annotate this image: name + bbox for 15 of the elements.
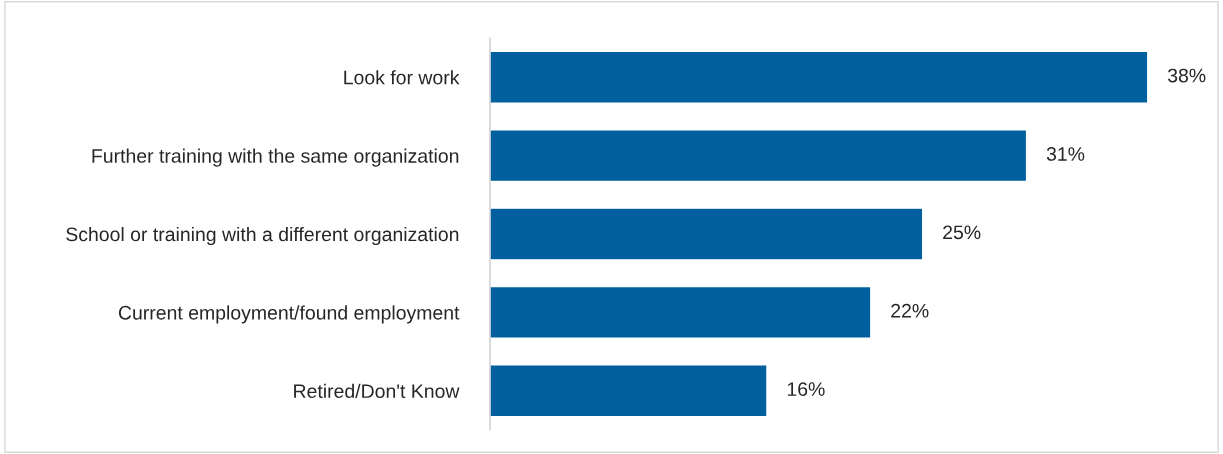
y-tick-label: Further training with the same organization <box>92 148 459 167</box>
y-tick-label: School or training with a different organization <box>66 226 459 246</box>
bar <box>490 285 872 339</box>
data-label: 25% <box>943 225 981 240</box>
bar <box>490 129 1028 183</box>
y-tick-label: Look for work <box>344 70 460 85</box>
y-tick-label: Retired/Don't Know <box>294 383 460 399</box>
data-label: 38% <box>1167 68 1206 83</box>
bar <box>490 364 768 418</box>
bar <box>490 50 1149 104</box>
bar <box>490 207 924 261</box>
data-label: 16% <box>787 382 825 397</box>
data-label: 31% <box>1046 147 1085 161</box>
data-label: 22% <box>891 303 929 318</box>
y-tick-label: Current employment/found employment <box>118 305 460 324</box>
